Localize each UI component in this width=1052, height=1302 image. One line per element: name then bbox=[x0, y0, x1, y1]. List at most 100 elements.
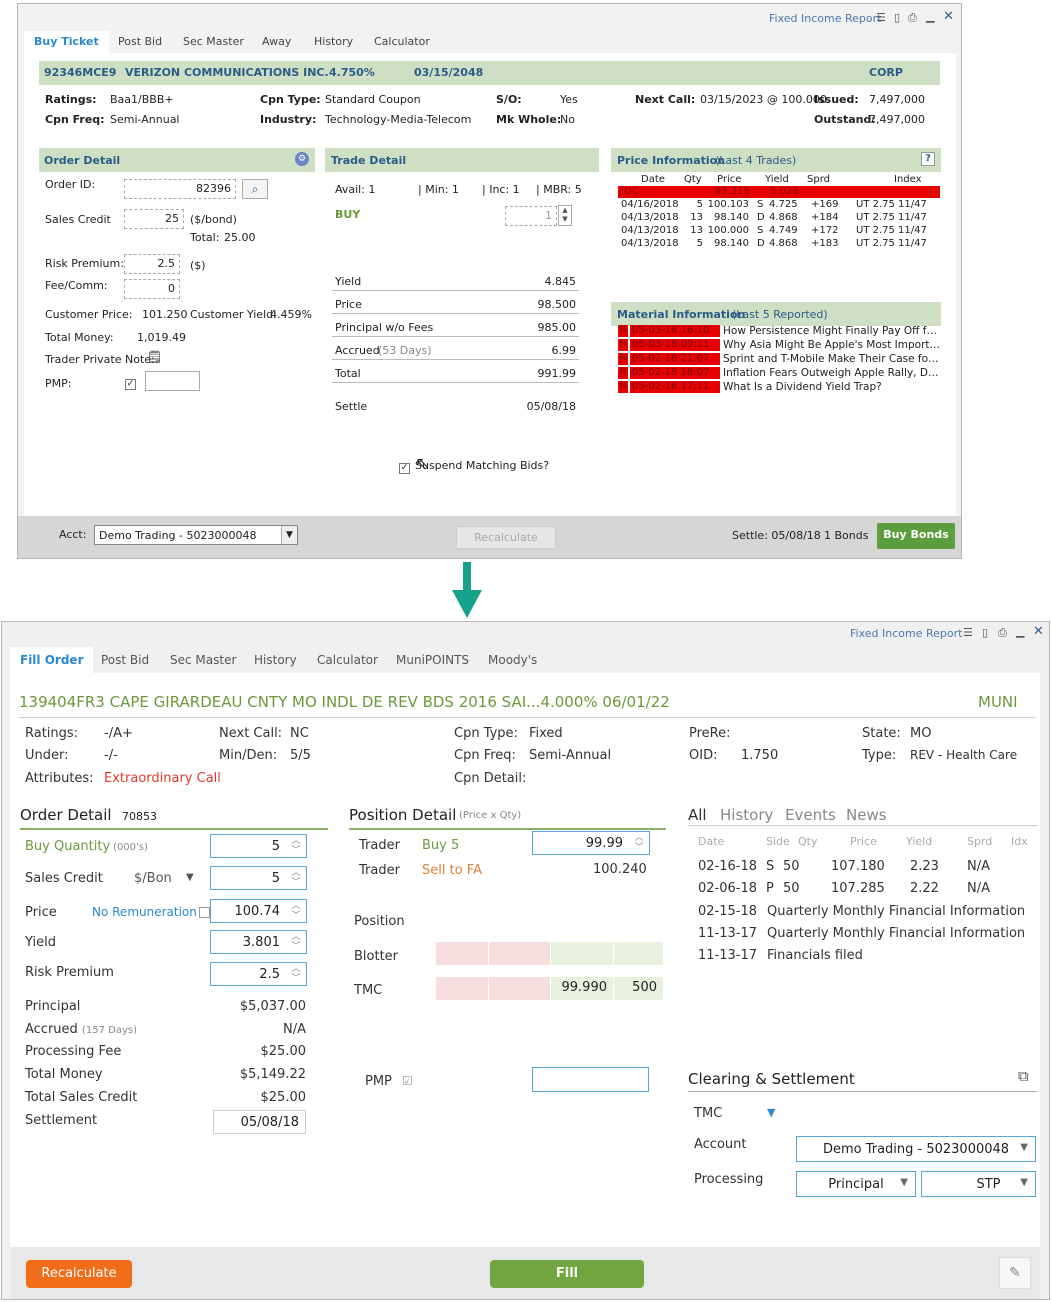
settings-icon[interactable]: ⚙ bbox=[295, 152, 309, 166]
list-icon[interactable]: ☰ bbox=[876, 11, 886, 24]
security-header: 92346MCE9 VERIZON COMMUNICATIONS INC. 4.… bbox=[39, 61, 940, 85]
recalculate-button[interactable]: Recalculate bbox=[456, 526, 556, 549]
news-headline[interactable]: Inflation Fears Outweigh Apple Rally, Do… bbox=[723, 367, 941, 379]
chevron-down-icon[interactable]: ▼ bbox=[281, 526, 297, 544]
buy-quantity-label: Buy Quantity bbox=[25, 839, 111, 854]
order-id-input[interactable]: 82396 bbox=[124, 179, 236, 199]
stepper-arrows-icon[interactable]: ︿ ﹀ bbox=[291, 964, 301, 984]
no-remuneration-checkbox[interactable] bbox=[199, 907, 210, 918]
stepper-arrows-icon[interactable]: ︿ ﹀ bbox=[291, 868, 301, 888]
sales-credit-input[interactable]: 25 bbox=[124, 209, 184, 229]
tab-sec-master[interactable]: Sec Master bbox=[183, 35, 244, 48]
edit-pencil-icon[interactable]: ✎ bbox=[999, 1257, 1031, 1289]
help-icon[interactable]: ? bbox=[921, 152, 935, 166]
news-headline[interactable]: What Is a Dividend Yield Trap? bbox=[723, 381, 882, 393]
stepper-arrows-icon[interactable]: ︿ ﹀ bbox=[634, 833, 644, 853]
pmp-checkbox[interactable]: ☑ bbox=[402, 1074, 413, 1088]
stepper-arrows-icon[interactable]: ︿ ﹀ bbox=[291, 932, 301, 952]
news-flag[interactable]: N bbox=[618, 353, 628, 365]
tab-events[interactable]: Events bbox=[785, 806, 836, 824]
sales-credit-stepper[interactable]: 5 ︿ ﹀ bbox=[210, 866, 307, 890]
news-headline[interactable]: Sprint and T-Mobile Make Their Case for … bbox=[723, 353, 941, 365]
yield-stepper[interactable]: 3.801 ︿ ﹀ bbox=[210, 930, 307, 954]
print-icon[interactable]: ⎙ bbox=[908, 11, 917, 24]
event-text[interactable]: Quarterly Monthly Financial Information bbox=[767, 904, 1026, 919]
qty-stepper[interactable]: ▲ ▼ bbox=[558, 205, 572, 226]
news-headline[interactable]: How Persistence Might Finally Pay Off fo… bbox=[723, 325, 941, 337]
tab-calculator[interactable]: Calculator bbox=[317, 653, 378, 667]
external-link-icon[interactable]: ⧉ bbox=[1018, 1067, 1029, 1085]
trade-qty-input[interactable]: 1 bbox=[505, 206, 557, 226]
fill-button[interactable]: Fill bbox=[490, 1260, 644, 1288]
maturity: 03/15/2048 bbox=[414, 66, 484, 79]
pmp-input[interactable] bbox=[532, 1067, 649, 1092]
news-flag[interactable]: N bbox=[618, 367, 628, 379]
price-stepper[interactable]: 100.74 ︿ ﹀ bbox=[210, 899, 307, 923]
news-flag[interactable]: N bbox=[618, 325, 628, 337]
tab-sec-master[interactable]: Sec Master bbox=[170, 653, 237, 667]
processing-dropdown[interactable]: Principal ▼ bbox=[796, 1171, 916, 1197]
print-icon[interactable]: ⎙ bbox=[998, 626, 1007, 639]
caret-down-icon[interactable]: ▼ bbox=[186, 872, 194, 883]
sales-credit-unit[interactable]: $/Bon bbox=[134, 871, 172, 886]
search-icon[interactable]: ⌕ bbox=[242, 179, 268, 199]
caret-down-icon[interactable]: ▼ bbox=[767, 1106, 776, 1119]
close-icon[interactable]: ✕ bbox=[943, 9, 954, 24]
fee-input[interactable]: 0 bbox=[124, 279, 180, 299]
ratings-value: -/A+ bbox=[104, 726, 133, 741]
list-icon[interactable]: ☰ bbox=[963, 626, 973, 639]
tab-news[interactable]: News bbox=[846, 806, 887, 824]
news-timestamp[interactable]: 05-02-18 18:07 bbox=[630, 367, 720, 379]
settlement-input[interactable]: 05/08/18 bbox=[213, 1110, 306, 1134]
tab-away[interactable]: Away bbox=[262, 35, 292, 48]
news-flag[interactable]: N bbox=[618, 381, 628, 393]
minimize-icon[interactable]: ▁ bbox=[926, 10, 935, 23]
tab-post-bid[interactable]: Post Bid bbox=[101, 653, 150, 667]
tab-fill-order[interactable]: Fill Order bbox=[10, 647, 94, 673]
risk-premium-stepper[interactable]: 2.5 ︿ ﹀ bbox=[210, 962, 307, 986]
trader-sell-action[interactable]: Sell to FA bbox=[422, 863, 482, 878]
tab-calculator[interactable]: Calculator bbox=[374, 35, 430, 48]
account-dropdown[interactable]: Demo Trading - 5023000048 ▼ bbox=[796, 1136, 1036, 1162]
close-icon[interactable]: ✕ bbox=[1033, 624, 1044, 639]
stepper-arrows-icon[interactable]: ︿ ﹀ bbox=[291, 836, 301, 856]
caret-down-icon[interactable]: ▼ bbox=[1020, 1142, 1028, 1153]
news-flag[interactable]: N bbox=[618, 339, 628, 351]
recalculate-button[interactable]: Recalculate bbox=[26, 1260, 132, 1288]
news-timestamp[interactable]: 05-02-18 17:11 bbox=[630, 381, 720, 393]
pmp-input[interactable] bbox=[145, 371, 200, 391]
tab-munipoints[interactable]: MuniPOINTS bbox=[396, 653, 470, 667]
buy-bonds-button[interactable]: Buy Bonds bbox=[877, 523, 955, 549]
fill-order-footer: Recalculate Fill ✎ bbox=[10, 1247, 1040, 1299]
event-text[interactable]: Quarterly Monthly Financial Information bbox=[767, 926, 1026, 941]
minimize-icon[interactable]: ▁ bbox=[1016, 625, 1025, 638]
account-select[interactable]: Demo Trading - 5023000048 ▼ bbox=[94, 525, 298, 545]
ioc-row[interactable]: IOC 95.219 5.028 bbox=[618, 186, 940, 198]
tab-history[interactable]: History bbox=[254, 653, 297, 667]
news-timestamp[interactable]: 05-03-18 09:11 bbox=[630, 339, 720, 351]
event-text[interactable]: Financials filed bbox=[767, 948, 863, 963]
mobile-icon[interactable]: ▯ bbox=[982, 626, 989, 639]
tab-buy-ticket[interactable]: Buy Ticket bbox=[24, 31, 109, 53]
stepper-arrows-icon[interactable]: ︿ ﹀ bbox=[291, 901, 301, 921]
stp-dropdown[interactable]: STP ▼ bbox=[921, 1171, 1036, 1197]
news-timestamp[interactable]: 05-03-18 16:10 bbox=[630, 325, 720, 337]
sales-credit-label: Sales Credit bbox=[45, 213, 111, 226]
caret-down-icon[interactable]: ▼ bbox=[900, 1177, 908, 1188]
pmp-checkbox[interactable]: ✓ bbox=[125, 379, 136, 390]
news-timestamp[interactable]: 05-02-18 21:07 bbox=[630, 353, 720, 365]
tab-post-bid[interactable]: Post Bid bbox=[118, 35, 163, 48]
tab-history[interactable]: History bbox=[314, 35, 354, 48]
note-icon[interactable]: 🗒 bbox=[147, 350, 163, 364]
caret-down-icon[interactable]: ▼ bbox=[1020, 1177, 1028, 1188]
buy-quantity-stepper[interactable]: 5 ︿ ﹀ bbox=[210, 834, 307, 858]
tab-history-sub[interactable]: History bbox=[720, 806, 774, 824]
news-headline[interactable]: Why Asia Might Be Apple's Most Importa..… bbox=[723, 339, 941, 351]
tab-moodys[interactable]: Moody's bbox=[488, 653, 538, 667]
risk-premium-input[interactable]: 2.5 bbox=[124, 254, 180, 274]
mobile-icon[interactable]: ▯ bbox=[894, 11, 901, 24]
suspend-checkbox[interactable]: ✓ bbox=[399, 463, 410, 474]
tab-all[interactable]: All bbox=[688, 806, 707, 824]
trader-price-stepper[interactable]: 99.99 ︿ ﹀ bbox=[532, 831, 650, 855]
trader-buy-action[interactable]: Buy 5 bbox=[422, 838, 460, 853]
